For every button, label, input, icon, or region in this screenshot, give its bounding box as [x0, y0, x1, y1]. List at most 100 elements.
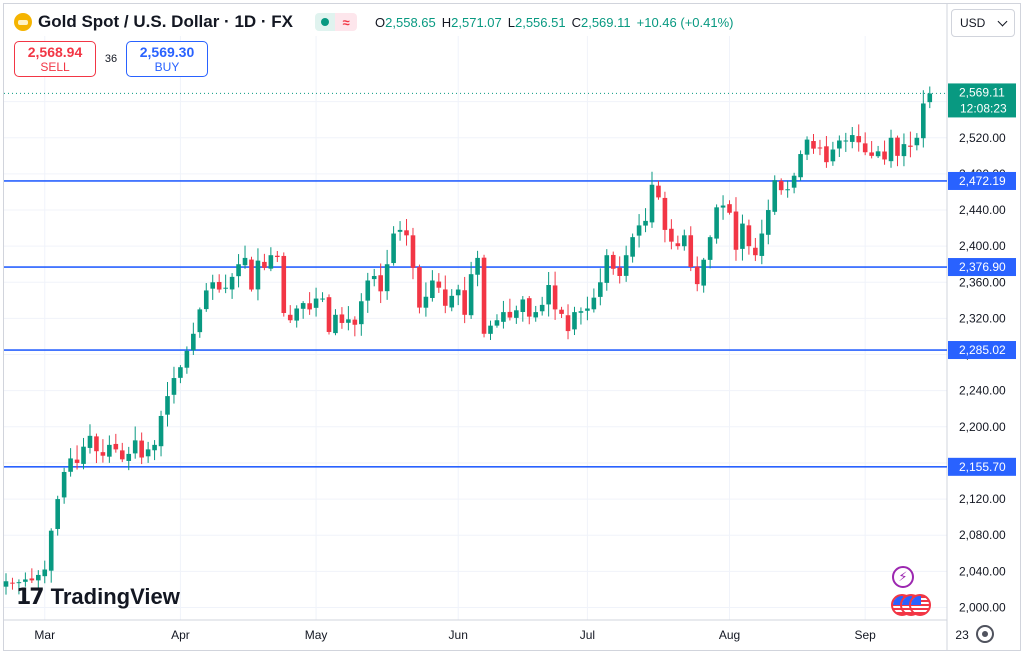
candle[interactable]	[733, 211, 739, 250]
candle[interactable]	[132, 440, 138, 454]
candle[interactable]	[875, 151, 881, 157]
candle[interactable]	[152, 444, 157, 451]
tradingview-logo[interactable]: 17 TradingView	[16, 584, 180, 610]
candle[interactable]	[817, 147, 823, 149]
candle[interactable]	[585, 308, 590, 311]
candle[interactable]	[61, 471, 67, 498]
candle[interactable]	[287, 314, 293, 321]
candle[interactable]	[307, 303, 312, 310]
candle[interactable]	[843, 140, 849, 142]
candle[interactable]	[830, 149, 836, 162]
candle[interactable]	[178, 367, 183, 378]
candle[interactable]	[630, 237, 635, 257]
candle[interactable]	[720, 205, 726, 208]
candle[interactable]	[617, 267, 622, 276]
candle[interactable]	[449, 295, 455, 308]
candle[interactable]	[895, 137, 900, 156]
candle[interactable]	[565, 315, 571, 332]
candle[interactable]	[339, 314, 345, 323]
candle[interactable]	[294, 308, 299, 321]
candle[interactable]	[636, 225, 642, 236]
candle[interactable]	[740, 223, 745, 249]
candle[interactable]	[804, 139, 810, 155]
candle[interactable]	[475, 257, 480, 275]
candle[interactable]	[856, 136, 862, 143]
candle[interactable]	[42, 569, 48, 577]
candle[interactable]	[223, 287, 228, 289]
candle[interactable]	[371, 275, 377, 280]
candle[interactable]	[869, 152, 874, 156]
candle[interactable]	[682, 235, 687, 247]
candle[interactable]	[262, 261, 267, 268]
candle[interactable]	[901, 144, 907, 157]
candle[interactable]	[694, 266, 700, 285]
candle[interactable]	[229, 276, 235, 290]
candle[interactable]	[313, 298, 319, 308]
candle[interactable]	[165, 396, 170, 415]
candle[interactable]	[765, 210, 771, 235]
candle[interactable]	[81, 446, 86, 464]
candle[interactable]	[727, 204, 732, 213]
candle[interactable]	[921, 103, 926, 139]
candle[interactable]	[442, 289, 448, 306]
candle[interactable]	[849, 135, 855, 142]
candle[interactable]	[397, 229, 403, 232]
candle[interactable]	[701, 259, 706, 286]
candle[interactable]	[656, 185, 661, 198]
candle[interactable]	[746, 225, 752, 247]
candle[interactable]	[48, 530, 54, 571]
candle[interactable]	[171, 378, 177, 395]
candle[interactable]	[404, 230, 409, 236]
candle[interactable]	[707, 237, 713, 260]
candle[interactable]	[242, 257, 248, 266]
candle[interactable]	[29, 578, 35, 581]
candle[interactable]	[455, 289, 461, 296]
candle[interactable]	[578, 311, 584, 313]
candle[interactable]	[423, 296, 429, 308]
candle[interactable]	[552, 285, 558, 310]
candle[interactable]	[572, 312, 577, 330]
candle[interactable]	[546, 285, 551, 305]
candle[interactable]	[798, 154, 803, 178]
candle[interactable]	[191, 333, 196, 351]
candle[interactable]	[462, 290, 467, 315]
candle[interactable]	[391, 233, 396, 264]
candle[interactable]	[488, 325, 493, 334]
candle[interactable]	[533, 312, 539, 318]
candle[interactable]	[410, 235, 416, 268]
candle[interactable]	[526, 298, 532, 317]
candle[interactable]	[10, 582, 15, 584]
candle[interactable]	[714, 207, 719, 239]
candle[interactable]	[610, 254, 616, 269]
candle[interactable]	[326, 297, 332, 332]
candle[interactable]	[203, 290, 209, 310]
candle[interactable]	[908, 145, 913, 147]
candle[interactable]	[598, 282, 603, 297]
candle[interactable]	[520, 299, 526, 312]
candle[interactable]	[145, 449, 151, 457]
candle[interactable]	[824, 146, 829, 163]
candle[interactable]	[55, 499, 60, 529]
candle[interactable]	[514, 310, 519, 318]
candle[interactable]	[778, 180, 784, 191]
candle[interactable]	[669, 228, 674, 242]
candle[interactable]	[107, 444, 112, 457]
candle[interactable]	[365, 280, 371, 301]
candle[interactable]	[882, 151, 887, 160]
candle[interactable]	[539, 304, 545, 312]
lightning-icon[interactable]: ⚡	[892, 566, 914, 588]
candle[interactable]	[94, 436, 99, 452]
market-status[interactable]: ≈	[315, 13, 358, 31]
candle[interactable]	[430, 280, 435, 299]
candle[interactable]	[126, 453, 132, 461]
candle[interactable]	[688, 235, 694, 267]
candle[interactable]	[559, 309, 564, 314]
candle[interactable]	[197, 309, 203, 333]
candle[interactable]	[333, 314, 338, 334]
candle[interactable]	[759, 233, 765, 256]
currency-select[interactable]: USD	[951, 9, 1015, 37]
candle[interactable]	[378, 275, 383, 292]
candle[interactable]	[591, 297, 597, 310]
candle[interactable]	[268, 255, 274, 269]
